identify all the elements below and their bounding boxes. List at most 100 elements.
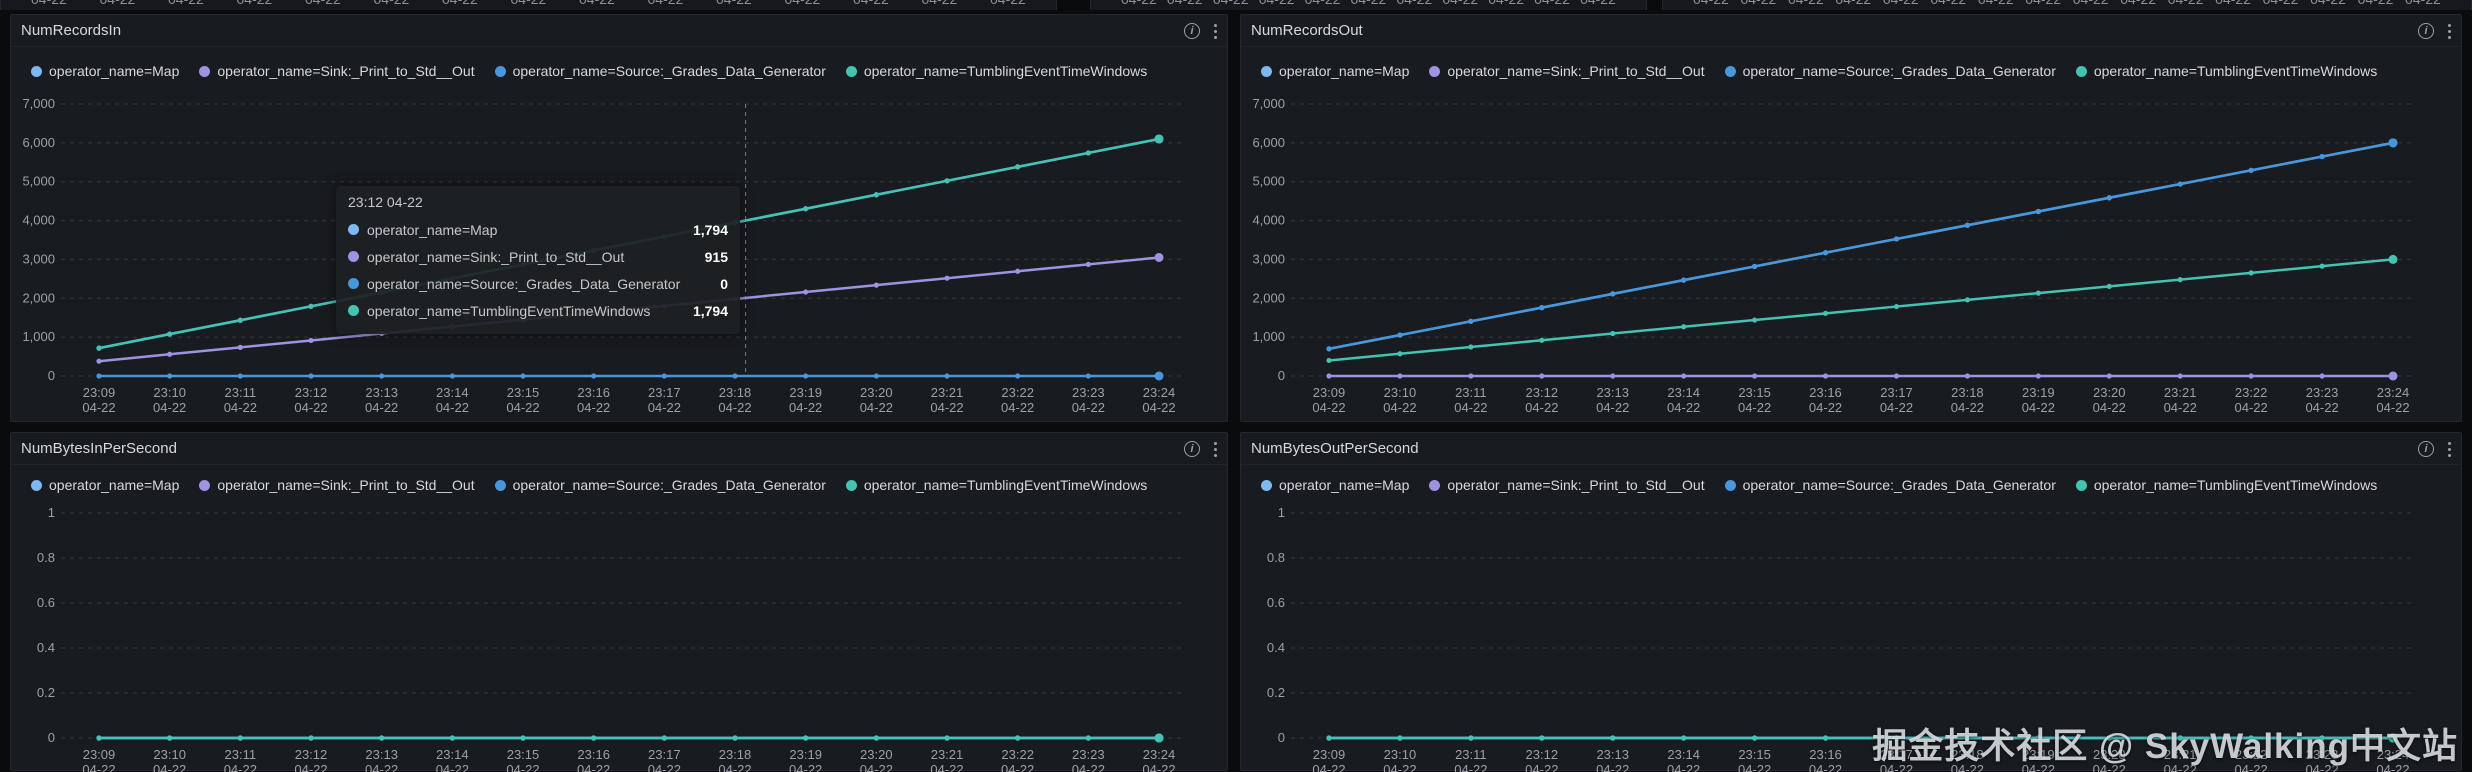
clipped-tick-label: 04-22	[1693, 0, 1729, 7]
clipped-tick-label: 04-22	[1305, 0, 1341, 7]
data-point	[1155, 134, 1164, 143]
legend-item[interactable]: operator_name=TumblingEventTimeWindows	[2076, 477, 2377, 493]
info-icon[interactable]: i	[1184, 23, 1200, 39]
legend-item[interactable]: operator_name=TumblingEventTimeWindows	[846, 63, 1147, 79]
data-point	[1539, 735, 1544, 740]
data-point	[1752, 264, 1757, 269]
info-icon[interactable]: i	[2418, 23, 2434, 39]
data-point	[1681, 735, 1686, 740]
legend-item[interactable]: operator_name=Map	[1261, 63, 1409, 79]
clipped-tick-label: 04-22	[2120, 0, 2156, 7]
data-point	[1086, 262, 1091, 267]
x-tick-time: 23:09	[83, 747, 116, 762]
legend-item[interactable]: operator_name=TumblingEventTimeWindows	[2076, 63, 2377, 79]
legend-label: operator_name=Sink:_Print_to_Std__Out	[1447, 477, 1704, 493]
legend-item[interactable]: operator_name=Source:_Grades_Data_Genera…	[495, 63, 826, 79]
panel-header[interactable]: NumRecordsOut i	[1241, 15, 2461, 47]
data-point	[1894, 304, 1899, 309]
data-point	[2178, 181, 2183, 186]
legend-item[interactable]: operator_name=TumblingEventTimeWindows	[846, 477, 1147, 493]
y-tick-label: 3,000	[1252, 251, 1285, 266]
legend-label: operator_name=TumblingEventTimeWindows	[864, 477, 1147, 493]
x-tick-date: 04-22	[82, 400, 115, 415]
data-point	[874, 283, 879, 288]
legend-item[interactable]: operator_name=Source:_Grades_Data_Genera…	[1725, 63, 2056, 79]
legend-item[interactable]: operator_name=Sink:_Print_to_Std__Out	[1429, 63, 1704, 79]
data-point	[874, 373, 879, 378]
clipped-tick-label: 04-22	[1883, 0, 1919, 7]
legend-item[interactable]: operator_name=Sink:_Print_to_Std__Out	[199, 477, 474, 493]
y-tick-label: 0.4	[1267, 640, 1285, 655]
x-tick-date: 04-22	[789, 400, 822, 415]
x-tick-time: 23:13	[1596, 747, 1629, 762]
series-color-dot	[2076, 66, 2087, 77]
legend-item[interactable]: operator_name=Sink:_Print_to_Std__Out	[199, 63, 474, 79]
chart-plot-area[interactable]: 00.20.40.60.8123:0904-2223:1004-2223:110…	[11, 507, 1227, 772]
x-tick-time: 23:20	[860, 385, 893, 400]
legend-item[interactable]: operator_name=Map	[1261, 477, 1409, 493]
y-tick-label: 1	[1278, 507, 1285, 520]
x-tick-date: 04-22	[1072, 400, 1105, 415]
data-point	[238, 345, 243, 350]
panel-num-records-out: NumRecordsOut i operator_name=Map operato…	[1240, 14, 2462, 422]
data-point	[1326, 735, 1331, 740]
panel-menu-icon[interactable]	[1212, 440, 1219, 459]
data-point	[1015, 373, 1020, 378]
clipped-tick-label: 04-22	[1488, 0, 1524, 7]
panel-header[interactable]: NumBytesInPerSecond i	[11, 433, 1227, 465]
clipped-tick-label: 04-22	[2073, 0, 2109, 7]
panel-title: NumRecordsIn	[21, 22, 121, 39]
legend-label: operator_name=Source:_Grades_Data_Genera…	[1743, 63, 2056, 79]
x-tick-date: 04-22	[1667, 400, 1700, 415]
x-tick-date: 04-22	[648, 400, 681, 415]
x-tick-time: 23:14	[1667, 747, 1700, 762]
clipped-tick-label: 04-22	[168, 0, 204, 7]
x-tick-time: 23:19	[2022, 385, 2055, 400]
strip-panel-fragment: 04-2204-2204-2204-2204-2204-2204-2204-22…	[1090, 0, 1647, 10]
clipped-tick-label: 04-22	[1534, 0, 1570, 7]
clipped-tick-label: 04-22	[1930, 0, 1966, 7]
panel-num-bytes-in-per-second: NumBytesInPerSecond i operator_name=Map o…	[10, 432, 1228, 771]
info-icon[interactable]: i	[2418, 441, 2434, 457]
panel-menu-icon[interactable]	[1212, 22, 1219, 41]
series-color-dot	[348, 278, 359, 289]
panel-header[interactable]: NumBytesOutPerSecond i	[1241, 433, 2461, 465]
x-tick-time: 23:09	[83, 385, 116, 400]
series-line	[1329, 259, 2393, 360]
clipped-tick-label: 04-22	[2310, 0, 2346, 7]
panel-menu-icon[interactable]	[2446, 440, 2453, 459]
legend-item[interactable]: operator_name=Map	[31, 477, 179, 493]
info-icon[interactable]: i	[1184, 441, 1200, 457]
legend-item[interactable]: operator_name=Source:_Grades_Data_Genera…	[495, 477, 826, 493]
data-point	[1155, 253, 1164, 262]
clipped-tick-label: 04-22	[442, 0, 478, 7]
legend-item[interactable]: operator_name=Source:_Grades_Data_Genera…	[1725, 477, 2056, 493]
x-tick-time: 23:17	[648, 747, 681, 762]
x-tick-time: 23:22	[1001, 747, 1034, 762]
x-tick-date: 04-22	[718, 400, 751, 415]
x-tick-time: 23:23	[1072, 385, 1105, 400]
y-tick-label: 2,000	[1252, 290, 1285, 305]
data-point	[2036, 373, 2041, 378]
x-tick-time: 23:24	[2377, 385, 2410, 400]
panel-header[interactable]: NumRecordsIn i	[11, 15, 1227, 47]
chart-plot-area[interactable]: 01,0002,0003,0004,0005,0006,0007,00023:0…	[1241, 97, 2461, 423]
data-point	[2389, 255, 2398, 264]
series-color-dot	[31, 66, 42, 77]
y-tick-label: 0.8	[1267, 550, 1285, 565]
x-tick-date: 04-22	[1951, 400, 1984, 415]
clipped-tick-label: 04-22	[785, 0, 821, 7]
data-point	[308, 373, 313, 378]
y-tick-label: 7,000	[22, 97, 55, 111]
series-color-dot	[1429, 66, 1440, 77]
x-tick-date: 04-22	[1880, 400, 1913, 415]
clipped-tick-label: 04-22	[1978, 0, 2014, 7]
data-point	[2319, 373, 2324, 378]
panel-menu-icon[interactable]	[2446, 22, 2453, 41]
x-tick-time: 23:22	[2235, 385, 2268, 400]
x-tick-time: 23:17	[1880, 385, 1913, 400]
x-tick-date: 04-22	[2305, 400, 2338, 415]
legend-item[interactable]: operator_name=Sink:_Print_to_Std__Out	[1429, 477, 1704, 493]
legend-item[interactable]: operator_name=Map	[31, 63, 179, 79]
strip-panel-fragment: 04-2204-2204-2204-2204-2204-2204-2204-22…	[1662, 0, 2472, 10]
